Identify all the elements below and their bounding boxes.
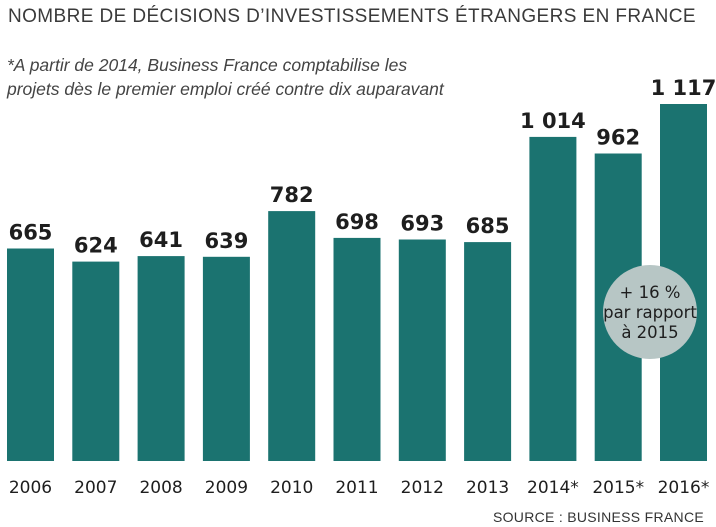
chart-source: SOURCE : BUSINESS FRANCE (492, 509, 704, 525)
x-tick-label-2016: 2016* (658, 478, 710, 498)
value-label-2016: 1 117 (651, 76, 716, 100)
bar-2013 (464, 242, 512, 461)
bar-2010 (268, 211, 316, 461)
bar-2007 (72, 261, 120, 461)
x-tick-label-2014: 2014* (527, 478, 579, 498)
callout-line-3: à 2015 (621, 323, 678, 342)
chart-note: *A partir de 2014, Business France compt… (7, 55, 444, 99)
bar-2011 (333, 237, 381, 461)
x-tick-label-2009: 2009 (205, 478, 248, 498)
value-label-2014: 1 014 (520, 109, 586, 133)
value-label-2009: 639 (204, 229, 248, 253)
bar-2006 (7, 248, 54, 461)
callout-line-1: + 16 % (620, 283, 681, 302)
x-tick-label-2012: 2012 (401, 478, 444, 498)
bar-2009 (202, 256, 250, 461)
x-tick-label-2011: 2011 (335, 478, 378, 498)
x-tick-label-2013: 2013 (466, 478, 509, 498)
bar-2012 (398, 239, 446, 461)
value-label-2008: 641 (139, 228, 183, 252)
value-label-2013: 685 (466, 214, 510, 238)
x-tick-label-2010: 2010 (270, 478, 313, 498)
x-tick-label-2007: 2007 (74, 478, 117, 498)
value-label-2010: 782 (270, 183, 314, 207)
chart-title: NOMBRE DE DÉCISIONS D’INVESTISSEMENTS ÉT… (8, 6, 696, 27)
value-label-2007: 624 (74, 234, 118, 258)
bar-2008 (137, 256, 185, 461)
labels-layer: 665 2006 624 2007 641 2008 639 2009 782 2010 698 20… (9, 76, 716, 498)
bars-layer (7, 104, 707, 461)
bar-2014 (529, 136, 577, 461)
x-tick-label-2008: 2008 (139, 478, 182, 498)
value-label-2015: 962 (596, 126, 640, 150)
callout-bubble (603, 265, 697, 359)
callout-line-2: par rapport (603, 303, 697, 322)
value-label-2012: 693 (400, 212, 444, 236)
value-label-2006: 665 (9, 221, 53, 245)
x-tick-label-2015: 2015* (592, 478, 644, 498)
value-label-2011: 698 (335, 210, 379, 234)
x-tick-label-2006: 2006 (9, 478, 52, 498)
